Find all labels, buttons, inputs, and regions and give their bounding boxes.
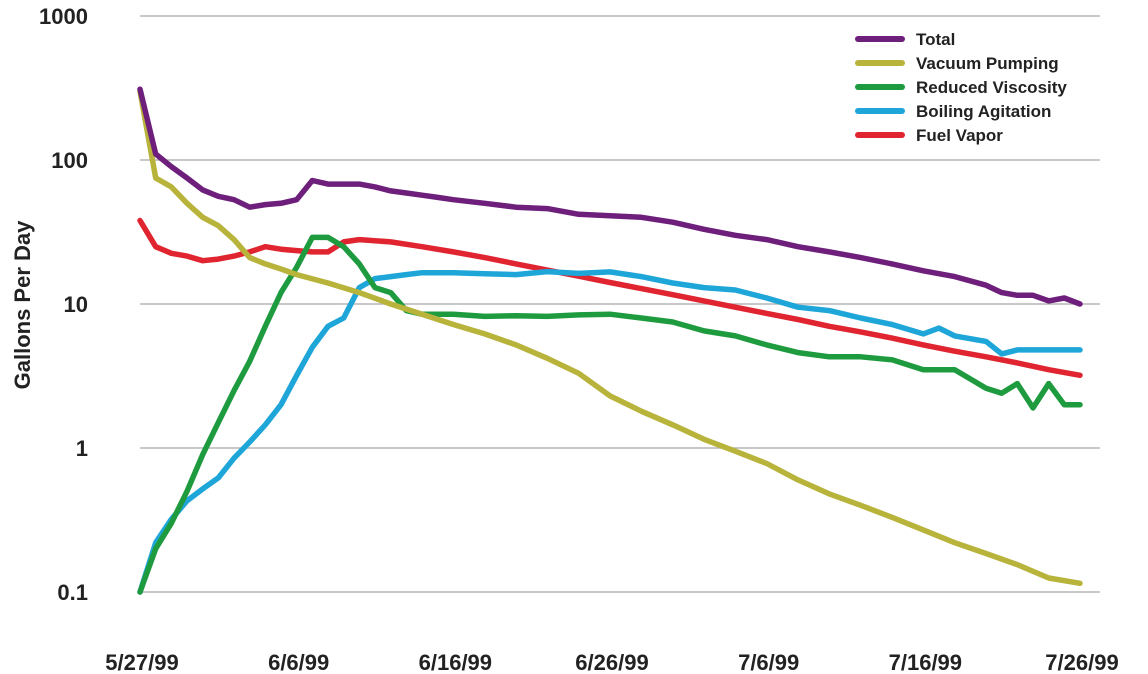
series-line-vacuum-pumping <box>137 88 1083 587</box>
x-tick-label: 7/6/99 <box>738 650 799 674</box>
x-axis-ticks: 5/27/99 6/6/99 6/16/99 6/26/99 7/6/99 7/16/99… <box>105 650 1118 674</box>
legend-label-vacuum-pumping: Vacuum Pumping <box>916 54 1059 73</box>
x-tick-label: 6/26/99 <box>575 650 648 674</box>
x-tick-label: 7/26/99 <box>1045 650 1118 674</box>
legend-label-fuel-vapor: Fuel Vapor <box>916 126 1003 145</box>
legend-label-boiling-agitation: Boiling Agitation <box>916 102 1051 121</box>
x-tick-label: 6/6/99 <box>268 650 329 674</box>
y-tick-label: 0.1 <box>57 580 88 605</box>
x-tick-label: 6/16/99 <box>419 650 492 674</box>
legend-label-reduced-viscosity: Reduced Viscosity <box>916 78 1067 97</box>
legend: Total Vacuum Pumping Reduced Viscosity Boil… <box>855 30 1067 145</box>
series-line-total <box>137 86 1083 307</box>
y-tick-label: 10 <box>64 292 88 317</box>
gridlines <box>140 15 1100 593</box>
x-tick-label: 5/27/99 <box>105 650 178 674</box>
y-tick-label: 100 <box>51 148 88 173</box>
y-tick-label: 1000 <box>39 4 88 29</box>
y-axis-ticks: 0.1 1 10 100 1000 <box>39 4 88 605</box>
series-lines <box>137 86 1083 595</box>
series-line-fuel-vapor <box>137 217 1083 379</box>
y-axis-title: Gallons Per Day <box>10 220 35 390</box>
series-line-reduced-viscosity <box>137 234 1083 595</box>
legend-label-total: Total <box>916 30 955 49</box>
y-tick-label: 1 <box>76 436 88 461</box>
x-tick-label: 7/16/99 <box>889 650 962 674</box>
series-line-boiling-agitation <box>137 268 1083 595</box>
